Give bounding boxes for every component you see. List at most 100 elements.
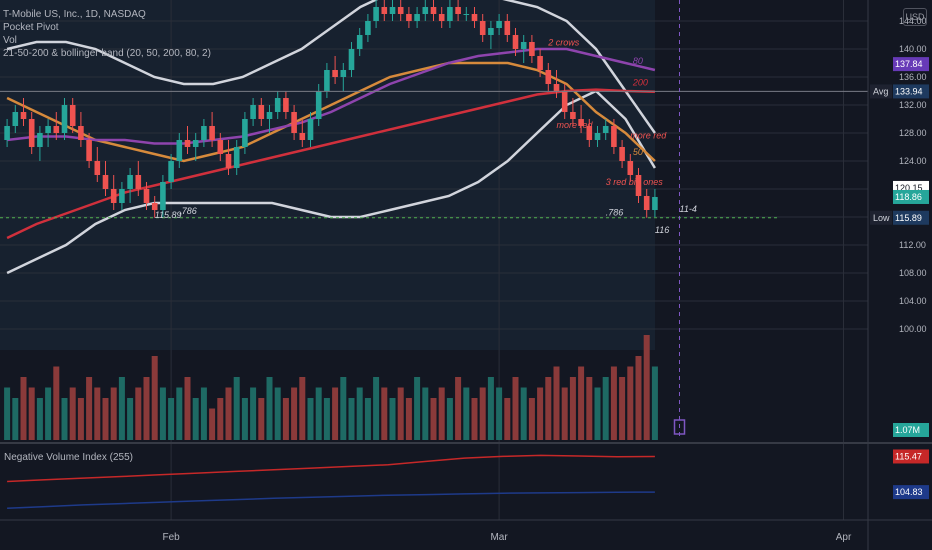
volume-bar: [356, 387, 363, 440]
volume-bar: [446, 398, 453, 440]
ma-label-80: 80: [633, 56, 643, 66]
volume-bar: [61, 398, 68, 440]
candle-body: [561, 91, 568, 112]
candle-body: [570, 112, 576, 119]
candle-body: [233, 147, 240, 168]
ma-line-80: [6, 47, 656, 145]
candle-body: [127, 175, 133, 189]
volume-bar: [102, 398, 109, 440]
volume-bar: [184, 377, 191, 440]
candle-body: [332, 70, 338, 77]
candle-body: [373, 7, 379, 21]
volume-bar: [627, 366, 634, 440]
candle-body: [151, 203, 158, 210]
volume-bar: [192, 398, 199, 440]
candle-body: [545, 70, 552, 84]
volume-bar: [315, 387, 322, 440]
ma-label-50: 50: [633, 147, 643, 157]
volume-bar: [168, 398, 175, 440]
candle-body: [69, 105, 76, 126]
volume-bar: [496, 387, 503, 440]
candle-body: [28, 119, 35, 147]
price-tick-label: 112.00: [899, 240, 926, 250]
candle-body: [586, 126, 593, 140]
volume-bar: [619, 377, 626, 440]
volume-bar: [151, 356, 158, 440]
volume-bar: [373, 377, 380, 440]
volume-bar: [389, 398, 396, 440]
volume-bar: [86, 377, 93, 440]
nvi-line-blue: [7, 491, 655, 510]
volume-bar: [463, 387, 470, 440]
volume-bar: [217, 398, 224, 440]
price-tag-name: Avg: [873, 86, 888, 96]
price-tick-label: 144.00: [899, 16, 927, 26]
candle-body: [192, 140, 199, 147]
candle-body: [348, 49, 355, 70]
candle-body: [12, 112, 19, 126]
volume-bar: [110, 387, 117, 440]
volume-bar: [512, 377, 519, 440]
candle-body: [479, 21, 486, 35]
volume-bar: [635, 356, 642, 440]
currency-badge[interactable]: USD: [903, 8, 927, 26]
candle-body: [619, 147, 625, 161]
volume-bar: [397, 387, 404, 440]
chart-legend: T-Mobile US, Inc., 1D, NASDAQ Pocket Piv…: [3, 8, 211, 60]
price-tag-label: 118.86: [895, 192, 922, 202]
candle-body: [201, 126, 207, 140]
candle-body: [242, 119, 248, 147]
indicator-ma-bollinger[interactable]: 21-50-200 & bollinger band (20, 50, 200,…: [3, 48, 211, 59]
volume-bar: [553, 366, 560, 440]
volume-bar: [159, 387, 166, 440]
volume-bar: [340, 377, 347, 440]
candle-body: [635, 175, 642, 196]
volume-bar: [520, 387, 527, 440]
candle-body: [135, 175, 142, 189]
candle-body: [4, 126, 10, 140]
candle-body: [512, 35, 519, 49]
volume-bar: [323, 398, 330, 440]
x-tick-label: Feb: [162, 532, 180, 543]
candle-body: [45, 126, 51, 133]
candle-body: [553, 84, 560, 91]
volume-bar: [53, 366, 60, 440]
candle-body: [520, 42, 527, 49]
candle-body: [53, 126, 60, 133]
chart-annotation: 11-4: [680, 204, 697, 214]
indicator-pocket-pivot[interactable]: Pocket Pivot: [3, 22, 59, 33]
nvi-line-red: [7, 454, 655, 483]
volume-bar: [36, 398, 43, 440]
ma-label-200: 200: [632, 78, 648, 88]
candle-body: [283, 98, 289, 112]
candle-body: [365, 21, 371, 35]
earnings-flag: [673, 419, 686, 435]
candle-body: [471, 14, 478, 21]
volume-bar: [504, 398, 511, 440]
volume-bar: [430, 398, 437, 440]
candle-body: [209, 126, 215, 140]
volume-bar: [258, 398, 265, 440]
candle-body: [652, 196, 658, 210]
candle-body: [594, 133, 601, 140]
price-tag: [893, 57, 929, 72]
volume-bar: [4, 387, 11, 440]
volume-bar: [610, 366, 617, 440]
volume-bar: [307, 398, 314, 440]
volume-bar: [569, 377, 576, 440]
price-tag: [893, 189, 929, 204]
candle-body: [225, 154, 232, 168]
nvi-title[interactable]: Negative Volume Index (255): [4, 452, 133, 463]
chart-annotation: 115.89: [155, 210, 182, 220]
indicator-volume[interactable]: Vol: [3, 35, 17, 46]
bollinger-upper-band: [6, 0, 656, 134]
candle-body: [397, 7, 404, 14]
price-tick-label: 132.00: [899, 100, 927, 110]
candle-body: [381, 7, 388, 14]
volume-bar: [528, 398, 535, 440]
candle-body: [184, 140, 191, 147]
candle-body: [496, 21, 502, 28]
price-tag: [893, 485, 929, 500]
candle-body: [61, 105, 68, 133]
